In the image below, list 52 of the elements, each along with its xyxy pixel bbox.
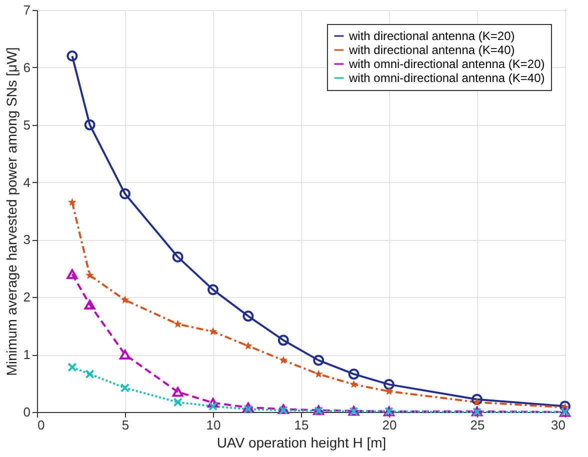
point [66, 269, 78, 280]
point [66, 50, 78, 62]
x-tick-label: 0 [38, 418, 45, 432]
x-tick-label: 25 [470, 418, 485, 432]
y-tick-label: 2 [23, 290, 30, 305]
point [84, 300, 96, 310]
point [120, 296, 130, 304]
point [85, 370, 94, 379]
legend-label: with omni-directional antenna (K=40) [348, 71, 545, 85]
point [172, 251, 184, 262]
point [172, 387, 184, 397]
point [348, 368, 360, 380]
point [86, 270, 94, 279]
legend-label: with directional antenna (K=20) [348, 29, 515, 43]
point [68, 362, 77, 372]
y-tick-label: 5 [23, 117, 30, 132]
point [120, 350, 130, 360]
point [208, 327, 218, 336]
point [68, 198, 76, 206]
point [472, 398, 482, 406]
y-axis-title: Minimum average harvested power among SNs [μW] [3, 47, 20, 376]
x-tick-label: 15 [294, 418, 309, 432]
y-tick-label: 4 [23, 174, 30, 190]
y-tick-label: 6 [23, 60, 30, 75]
point [242, 310, 254, 322]
point [208, 284, 218, 296]
point [120, 188, 130, 200]
x-axis-title: UAV operation height H [m] [216, 434, 386, 450]
point [350, 380, 358, 388]
point [208, 398, 218, 408]
point [173, 398, 182, 407]
x-tick-label: 5 [122, 418, 130, 432]
x-tick-label: 30 [551, 418, 566, 432]
y-tick-label: 7 [23, 2, 30, 18]
point [313, 354, 324, 366]
point [174, 320, 182, 328]
x-tick-label: 20 [382, 418, 397, 432]
point [314, 370, 323, 378]
legend-label: with omni-directional antenna (K=20) [348, 57, 545, 71]
point [84, 119, 96, 130]
y-tick-label: 1 [23, 347, 30, 362]
point [208, 402, 218, 411]
point [384, 386, 394, 395]
point [472, 394, 482, 405]
y-tick-label: 3 [23, 232, 30, 248]
point [279, 356, 288, 364]
y-tick-label: 0 [23, 404, 30, 420]
point [384, 378, 394, 390]
x-tick-label: 10 [206, 418, 221, 432]
point [120, 383, 130, 392]
legend-label: with directional antenna (K=40) [348, 43, 515, 57]
point [278, 334, 289, 346]
